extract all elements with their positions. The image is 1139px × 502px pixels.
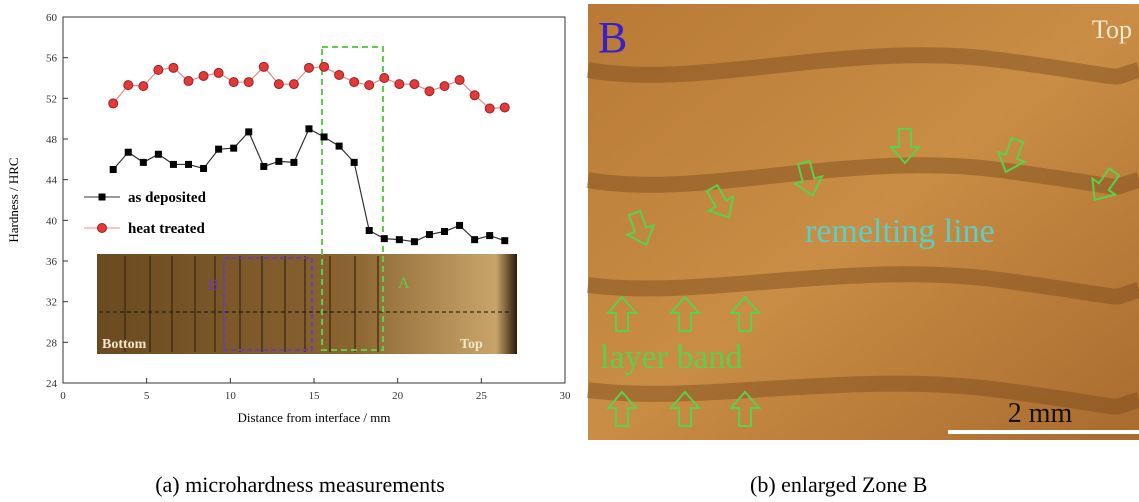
marker: [470, 91, 479, 100]
marker: [214, 68, 223, 77]
marker: [456, 222, 463, 229]
marker: [380, 74, 389, 83]
y-tick-label: 24: [46, 378, 58, 390]
marker: [501, 237, 508, 244]
y-tick-label: 36: [46, 256, 58, 268]
y-tick-label: 56: [46, 53, 58, 65]
y-tick-label: 60: [46, 12, 58, 24]
marker: [410, 80, 419, 89]
x-tick-label: 15: [309, 390, 321, 402]
marker: [350, 78, 359, 87]
micrograph: B Top remelting line layer band 2 mm: [588, 4, 1139, 440]
marker: [185, 161, 192, 168]
layer-label: layer band: [600, 339, 743, 376]
marker: [125, 149, 132, 156]
marker: [351, 159, 358, 166]
marker: [395, 80, 404, 89]
marker: [259, 62, 268, 71]
marker: [139, 82, 148, 91]
y-tick-label: 32: [46, 297, 57, 309]
marker: [169, 63, 178, 72]
legend-label: heat treated: [128, 221, 205, 237]
y-tick-label: 52: [46, 93, 57, 105]
marker: [244, 78, 253, 87]
x-tick-label: 20: [392, 390, 404, 402]
legend-label: as deposited: [128, 190, 207, 206]
corner-label: Top: [1092, 15, 1132, 44]
marker: [500, 103, 509, 112]
y-tick-label: 48: [46, 134, 58, 146]
marker: [215, 146, 222, 153]
x-tick-label: 30: [560, 390, 572, 402]
y-tick-label: 28: [46, 337, 58, 349]
y-tick-label: 44: [46, 175, 58, 187]
marker: [110, 166, 117, 173]
remelting-label: remelting line: [805, 213, 995, 250]
caption: (b) enlarged Zone B: [750, 472, 927, 497]
marker: [109, 99, 118, 108]
marker: [155, 151, 162, 158]
x-tick-label: 25: [476, 390, 488, 402]
marker: [320, 62, 329, 71]
marker: [229, 78, 238, 87]
caption: (a) microhardness measurements: [155, 472, 445, 497]
scale-label: 2 mm: [1008, 398, 1073, 429]
inset-right-label: Top: [460, 337, 483, 352]
x-axis-label: Distance from interface / mm: [237, 410, 390, 425]
marker: [245, 128, 252, 135]
marker: [170, 161, 177, 168]
zone-a-label: A: [398, 275, 410, 292]
marker: [366, 227, 373, 234]
marker: [154, 65, 163, 74]
marker: [485, 104, 494, 113]
marker: [124, 81, 133, 90]
legend-marker: [99, 194, 106, 201]
zone-b-label: B: [208, 277, 219, 294]
marker: [396, 236, 403, 243]
marker: [274, 80, 283, 89]
panel-label: B: [598, 13, 627, 62]
marker: [260, 163, 267, 170]
x-tick-label: 5: [144, 390, 150, 402]
marker: [426, 231, 433, 238]
inset-image: [97, 254, 517, 354]
marker: [305, 125, 312, 132]
inset: B A Bottom Top: [97, 254, 517, 354]
marker: [440, 82, 449, 91]
x-tick-label: 0: [60, 390, 66, 402]
y-axis-label: Hardness / HRC: [6, 157, 21, 242]
marker: [290, 159, 297, 166]
marker: [455, 76, 464, 85]
marker: [486, 232, 493, 239]
legend-marker: [98, 224, 107, 233]
marker: [140, 159, 147, 166]
marker: [275, 158, 282, 165]
inset-left-label: Bottom: [102, 337, 147, 352]
marker: [289, 80, 298, 89]
marker: [199, 71, 208, 80]
x-tick-label: 10: [225, 390, 237, 402]
figure: Distance from interface / mm Hardness / …: [0, 0, 1139, 502]
marker: [441, 228, 448, 235]
y-tick-label: 40: [46, 215, 58, 227]
marker: [335, 70, 344, 79]
marker: [425, 87, 434, 96]
marker: [200, 165, 207, 172]
marker: [336, 143, 343, 150]
marker: [184, 77, 193, 86]
marker: [381, 235, 388, 242]
marker: [471, 236, 478, 243]
marker: [304, 63, 313, 72]
marker: [365, 81, 374, 90]
marker: [411, 238, 418, 245]
marker: [321, 133, 328, 140]
marker: [230, 145, 237, 152]
